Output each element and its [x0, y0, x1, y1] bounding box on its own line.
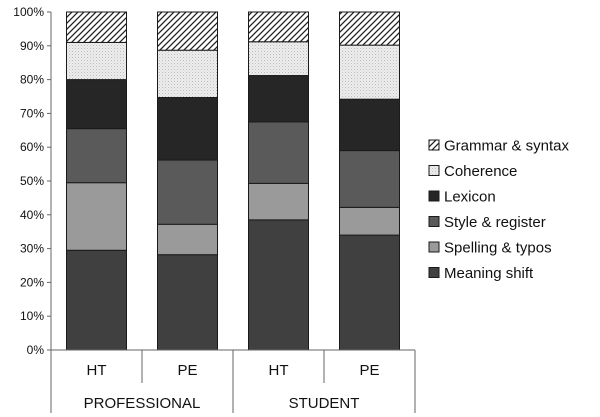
x-group-label: STUDENT: [289, 395, 360, 412]
y-tick-label: 80%: [20, 73, 44, 87]
bar-segment-spelling-and-typos: [157, 223, 218, 256]
y-tick-label: 60%: [20, 140, 44, 154]
bar-segment-grammar-and-syntax: [339, 11, 400, 46]
y-tick-label: 50%: [20, 174, 44, 188]
bar-segment-style-and-register: [66, 128, 127, 184]
bar-stack-3: [248, 11, 309, 351]
bar-segment-meaning-shift: [157, 254, 218, 351]
y-tick-label: 10%: [20, 309, 44, 323]
legend-item-spelling-and-typos: Spelling & typos: [428, 240, 552, 257]
x-axis: HT PE HT PE PROFESSIONAL STUDENT: [50, 349, 416, 413]
bar-segment-spelling-and-typos: [339, 206, 400, 236]
legend-swatch: [428, 216, 440, 227]
x-group-label: PROFESSIONAL: [84, 395, 201, 412]
y-tick-label: 40%: [20, 208, 44, 222]
bar-segment-grammar-and-syntax: [248, 11, 309, 43]
bar-segment-lexicon: [248, 75, 309, 123]
x-category-label: PE: [177, 362, 197, 379]
bar-stack-4: [339, 11, 400, 351]
legend-item-lexicon: Lexicon: [428, 189, 496, 206]
bar-segment-lexicon: [66, 79, 127, 130]
bar-segment-grammar-and-syntax: [66, 11, 127, 43]
bar-segment-spelling-and-typos: [66, 182, 127, 251]
bar-segment-lexicon: [339, 98, 400, 152]
bars: [66, 11, 400, 351]
legend-label: Spelling & typos: [444, 240, 552, 257]
bar-segment-style-and-register: [157, 159, 218, 225]
bar-stack-2: [157, 11, 218, 351]
legend-item-coherence: Coherence: [428, 163, 517, 180]
bar-segment-grammar-and-syntax: [157, 11, 218, 51]
y-axis: 0% 10% 20% 30% 40% 50% 60% 70% 80% 90% 100%: [13, 5, 52, 357]
x-category-label: HT: [87, 362, 107, 379]
y-tick-label: 30%: [20, 242, 44, 256]
x-category-label: PE: [359, 362, 379, 379]
bar-segment-style-and-register: [248, 121, 309, 184]
bar-segment-coherence: [157, 49, 218, 99]
legend-item-meaning-shift: Meaning shift: [428, 265, 534, 282]
legend-item-style-and-register: Style & register: [428, 214, 546, 231]
legend-swatch: [428, 241, 440, 253]
legend-item-grammar-and-syntax: Grammar & syntax: [428, 138, 570, 155]
bar-segment-coherence: [248, 41, 309, 77]
y-tick-label: 90%: [20, 39, 44, 53]
y-tick-label: 0%: [27, 343, 45, 357]
legend-swatch: [428, 139, 440, 151]
legend: Grammar & syntax Coherence Lexicon Style & …: [428, 138, 570, 282]
bar-segment-coherence: [339, 44, 400, 100]
y-tick-label: 20%: [20, 275, 44, 289]
legend-label: Style & register: [444, 214, 546, 231]
bar-segment-spelling-and-typos: [248, 182, 309, 221]
legend-label: Lexicon: [444, 189, 496, 206]
legend-label: Coherence: [444, 163, 517, 180]
bar-segment-coherence: [66, 41, 127, 81]
legend-label: Meaning shift: [444, 265, 534, 282]
legend-label: Grammar & syntax: [444, 138, 570, 155]
bar-segment-meaning-shift: [66, 249, 127, 351]
bar-segment-meaning-shift: [339, 234, 400, 351]
bar-segment-style-and-register: [339, 150, 400, 208]
legend-swatch: [428, 165, 440, 176]
bar-segment-meaning-shift: [248, 219, 309, 351]
bar-stack-1: [66, 11, 127, 351]
legend-swatch: [428, 267, 440, 278]
bar-segment-lexicon: [157, 97, 218, 161]
x-category-label: HT: [269, 362, 289, 379]
legend-swatch: [428, 190, 440, 202]
y-tick-label: 70%: [20, 106, 44, 120]
y-tick-label: 100%: [13, 5, 44, 19]
